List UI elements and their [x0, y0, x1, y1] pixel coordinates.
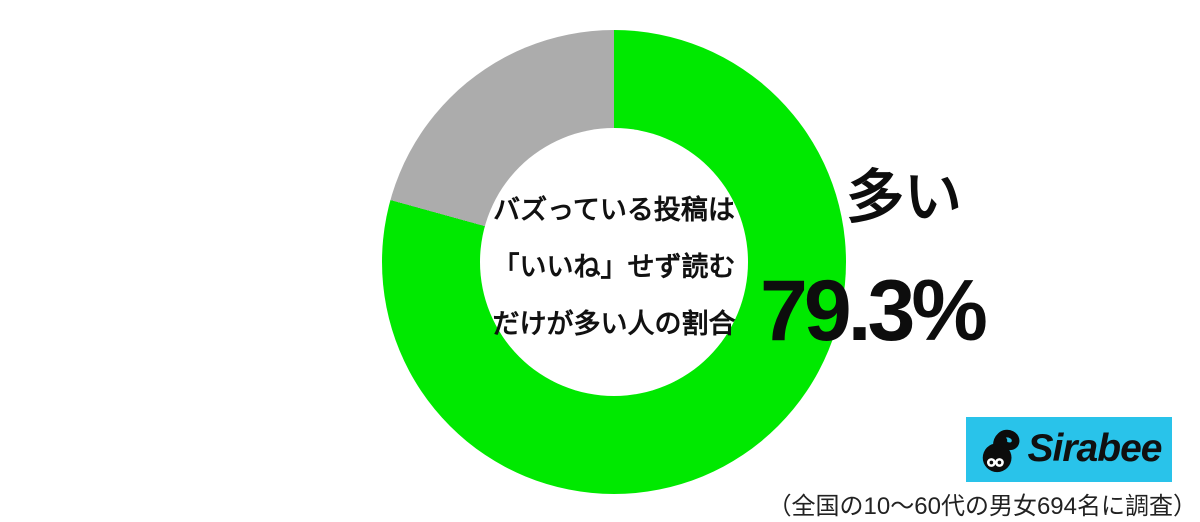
- center-label-line-2: 「いいね」せず読む: [492, 251, 736, 282]
- segment-label: 多い: [846, 165, 963, 230]
- survey-footnote: （全国の10〜60代の男女694名に調査）: [767, 493, 1197, 520]
- center-label-line-3: だけが多い人の割合: [492, 308, 736, 339]
- donut-hole: バズっている投稿は 「いいね」せず読む だけが多い人の割合: [480, 128, 748, 396]
- logo-wordmark: Sirabee: [1027, 426, 1163, 470]
- sirabee-bee-icon: [982, 429, 1019, 472]
- segment-value: 79.3%: [760, 263, 988, 359]
- center-label-line-1: バズっている投稿は: [493, 194, 735, 225]
- donut-chart: バズっている投稿は 「いいね」せず読む だけが多い人の割合: [382, 30, 846, 494]
- donut-center-label: バズっている投稿は 「いいね」せず読む だけが多い人の割合: [493, 182, 736, 353]
- sirabee-logo: Sirabee: [966, 417, 1172, 482]
